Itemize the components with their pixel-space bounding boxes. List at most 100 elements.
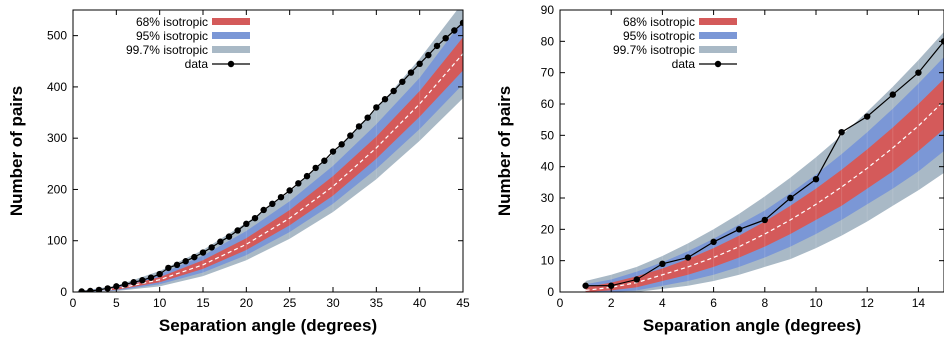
x-tick-label: 40 xyxy=(413,296,427,310)
data-point xyxy=(416,60,423,68)
data-point xyxy=(451,27,458,34)
data-point xyxy=(425,51,432,59)
data-point xyxy=(889,91,896,98)
data-point xyxy=(234,227,241,234)
x-tick-label: 8 xyxy=(761,296,768,310)
data-point xyxy=(373,104,380,111)
data-point xyxy=(130,279,137,286)
data-point xyxy=(442,35,449,42)
y-tick-label: 100 xyxy=(47,234,67,248)
data-point xyxy=(864,113,871,120)
chart-svg: 0 2 4 6 8 10 12 14 0 10 20 30 40 50 60 70 80 90 Separation… xyxy=(495,3,944,335)
band-997-isotropic xyxy=(585,31,944,292)
x-tick-label: 5 xyxy=(113,296,120,310)
legend-item-data-label: data xyxy=(672,57,696,71)
data-point xyxy=(173,261,181,269)
x-tick-label: 25 xyxy=(283,296,297,310)
data-point xyxy=(838,129,845,136)
data-point xyxy=(338,141,345,148)
y-tick-label: 70 xyxy=(541,66,555,80)
data-point xyxy=(277,193,285,201)
y-tick-label: 500 xyxy=(47,29,67,43)
data-point xyxy=(303,172,311,180)
data-point xyxy=(812,176,820,183)
data-point xyxy=(390,87,397,95)
y-tick-label: 300 xyxy=(47,131,67,145)
legend-item-68-swatch xyxy=(212,18,250,25)
data-point xyxy=(251,214,259,222)
y-tick-label: 30 xyxy=(541,191,555,205)
x-tick-label: 20 xyxy=(240,296,254,310)
y-tick-label: 0 xyxy=(547,285,554,299)
chart-panel-left: 0 5 10 15 20 25 30 35 40 45 0 100 200 300 400 500 Separa… xyxy=(7,9,470,335)
data-point xyxy=(78,288,85,292)
y-tick-label: 50 xyxy=(541,128,555,142)
x-tick-label: 2 xyxy=(608,296,615,310)
data-point xyxy=(95,286,103,292)
plot-frame xyxy=(559,9,944,293)
legend-item-68-swatch xyxy=(699,18,737,25)
chart-panel-right: 0 2 4 6 8 10 12 14 0 10 20 30 40 50 60 70 80 90 Separation… xyxy=(472,0,944,338)
x-tick-label: 30 xyxy=(326,296,340,310)
data-point xyxy=(243,220,250,228)
legend-item-68-label: 68% isotropic xyxy=(623,15,695,29)
legend-item-997-swatch xyxy=(212,46,250,53)
y-axis-title: Number of pairs xyxy=(7,86,26,216)
data-point xyxy=(147,274,155,281)
y-tick-label: 400 xyxy=(47,80,67,94)
y-tick-label: 20 xyxy=(541,222,555,236)
x-tick-label: 12 xyxy=(861,296,875,310)
data-point xyxy=(787,194,794,202)
data-point xyxy=(459,19,463,27)
data-point xyxy=(582,282,589,289)
data-point xyxy=(684,254,692,261)
x-tick-label: 10 xyxy=(153,296,167,310)
data-point xyxy=(347,132,354,139)
data-point xyxy=(286,187,293,194)
data-point xyxy=(710,238,717,246)
legend-item-data-marker xyxy=(714,60,722,68)
legend-item-997-swatch xyxy=(699,46,737,53)
data-point xyxy=(113,283,120,290)
data-point xyxy=(364,114,371,121)
legend-item-997-label: 99.7% isotropic xyxy=(613,43,695,57)
data-point xyxy=(321,157,328,164)
data-point xyxy=(399,78,406,85)
data-point xyxy=(121,281,129,288)
data-point xyxy=(208,244,215,251)
legend-item-95-label: 95% isotropic xyxy=(136,29,208,43)
data-point xyxy=(633,276,640,283)
data-point xyxy=(217,238,224,245)
x-tick-label: 10 xyxy=(809,296,823,310)
y-tick-label: 60 xyxy=(541,97,555,111)
data-point xyxy=(225,233,233,240)
legend-item-95-label: 95% isotropic xyxy=(623,29,695,43)
data-point xyxy=(199,249,207,256)
x-tick-label: 15 xyxy=(196,296,210,310)
y-tick-label: 80 xyxy=(541,34,555,48)
y-tick-label: 40 xyxy=(541,160,555,174)
data-series-line xyxy=(81,22,463,292)
median-line xyxy=(73,53,463,292)
data-point xyxy=(312,164,319,172)
x-tick-label: 35 xyxy=(370,296,384,310)
x-tick-label: 4 xyxy=(659,296,666,310)
data-point xyxy=(659,260,666,267)
data-point xyxy=(269,200,276,208)
data-point xyxy=(260,206,267,214)
data-point xyxy=(165,264,172,272)
y-tick-label: 10 xyxy=(541,254,555,268)
x-tick-label: 45 xyxy=(456,296,470,310)
data-point xyxy=(156,270,163,278)
x-axis-title: Separation angle (degrees) xyxy=(159,316,377,335)
y-tick-label: 0 xyxy=(60,285,67,299)
data-point xyxy=(407,69,415,76)
y-tick-label: 200 xyxy=(47,182,67,196)
data-point xyxy=(329,148,337,155)
data-point xyxy=(87,287,94,292)
x-tick-label: 0 xyxy=(557,296,564,310)
legend-item-data-marker xyxy=(227,60,235,68)
data-point xyxy=(104,285,111,292)
data-point xyxy=(295,180,302,187)
x-tick-label: 14 xyxy=(912,296,926,310)
